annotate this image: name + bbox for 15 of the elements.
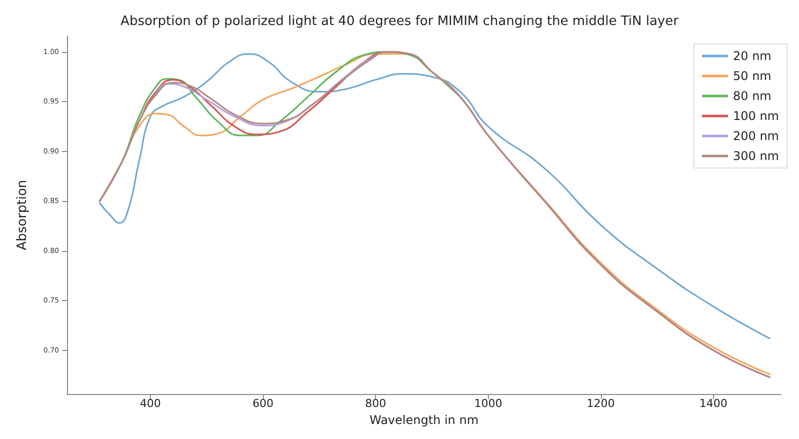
legend-label: 50 nm — [732, 69, 772, 83]
legend-label: 80 nm — [732, 89, 772, 103]
x-axis-title: Wavelength in nm — [369, 413, 479, 427]
x-tick-label: 1200 — [586, 397, 615, 410]
x-tick-label: 600 — [252, 397, 274, 410]
y-axis-title: Absorption — [15, 180, 30, 250]
legend-label: 20 nm — [732, 49, 772, 63]
legend-label: 200 nm — [732, 129, 779, 143]
chart-title: Absorption of p polarized light at 40 degrees for MIMIM changing the middle TiN layer — [120, 14, 680, 29]
legend-label: 300 nm — [732, 149, 779, 163]
x-tick-label: 1000 — [474, 397, 502, 410]
legend-label: 100 nm — [732, 109, 779, 123]
x-tick-label: 1400 — [699, 397, 728, 410]
x-tick-label: 400 — [140, 397, 161, 410]
x-tick-label: 800 — [365, 397, 386, 410]
